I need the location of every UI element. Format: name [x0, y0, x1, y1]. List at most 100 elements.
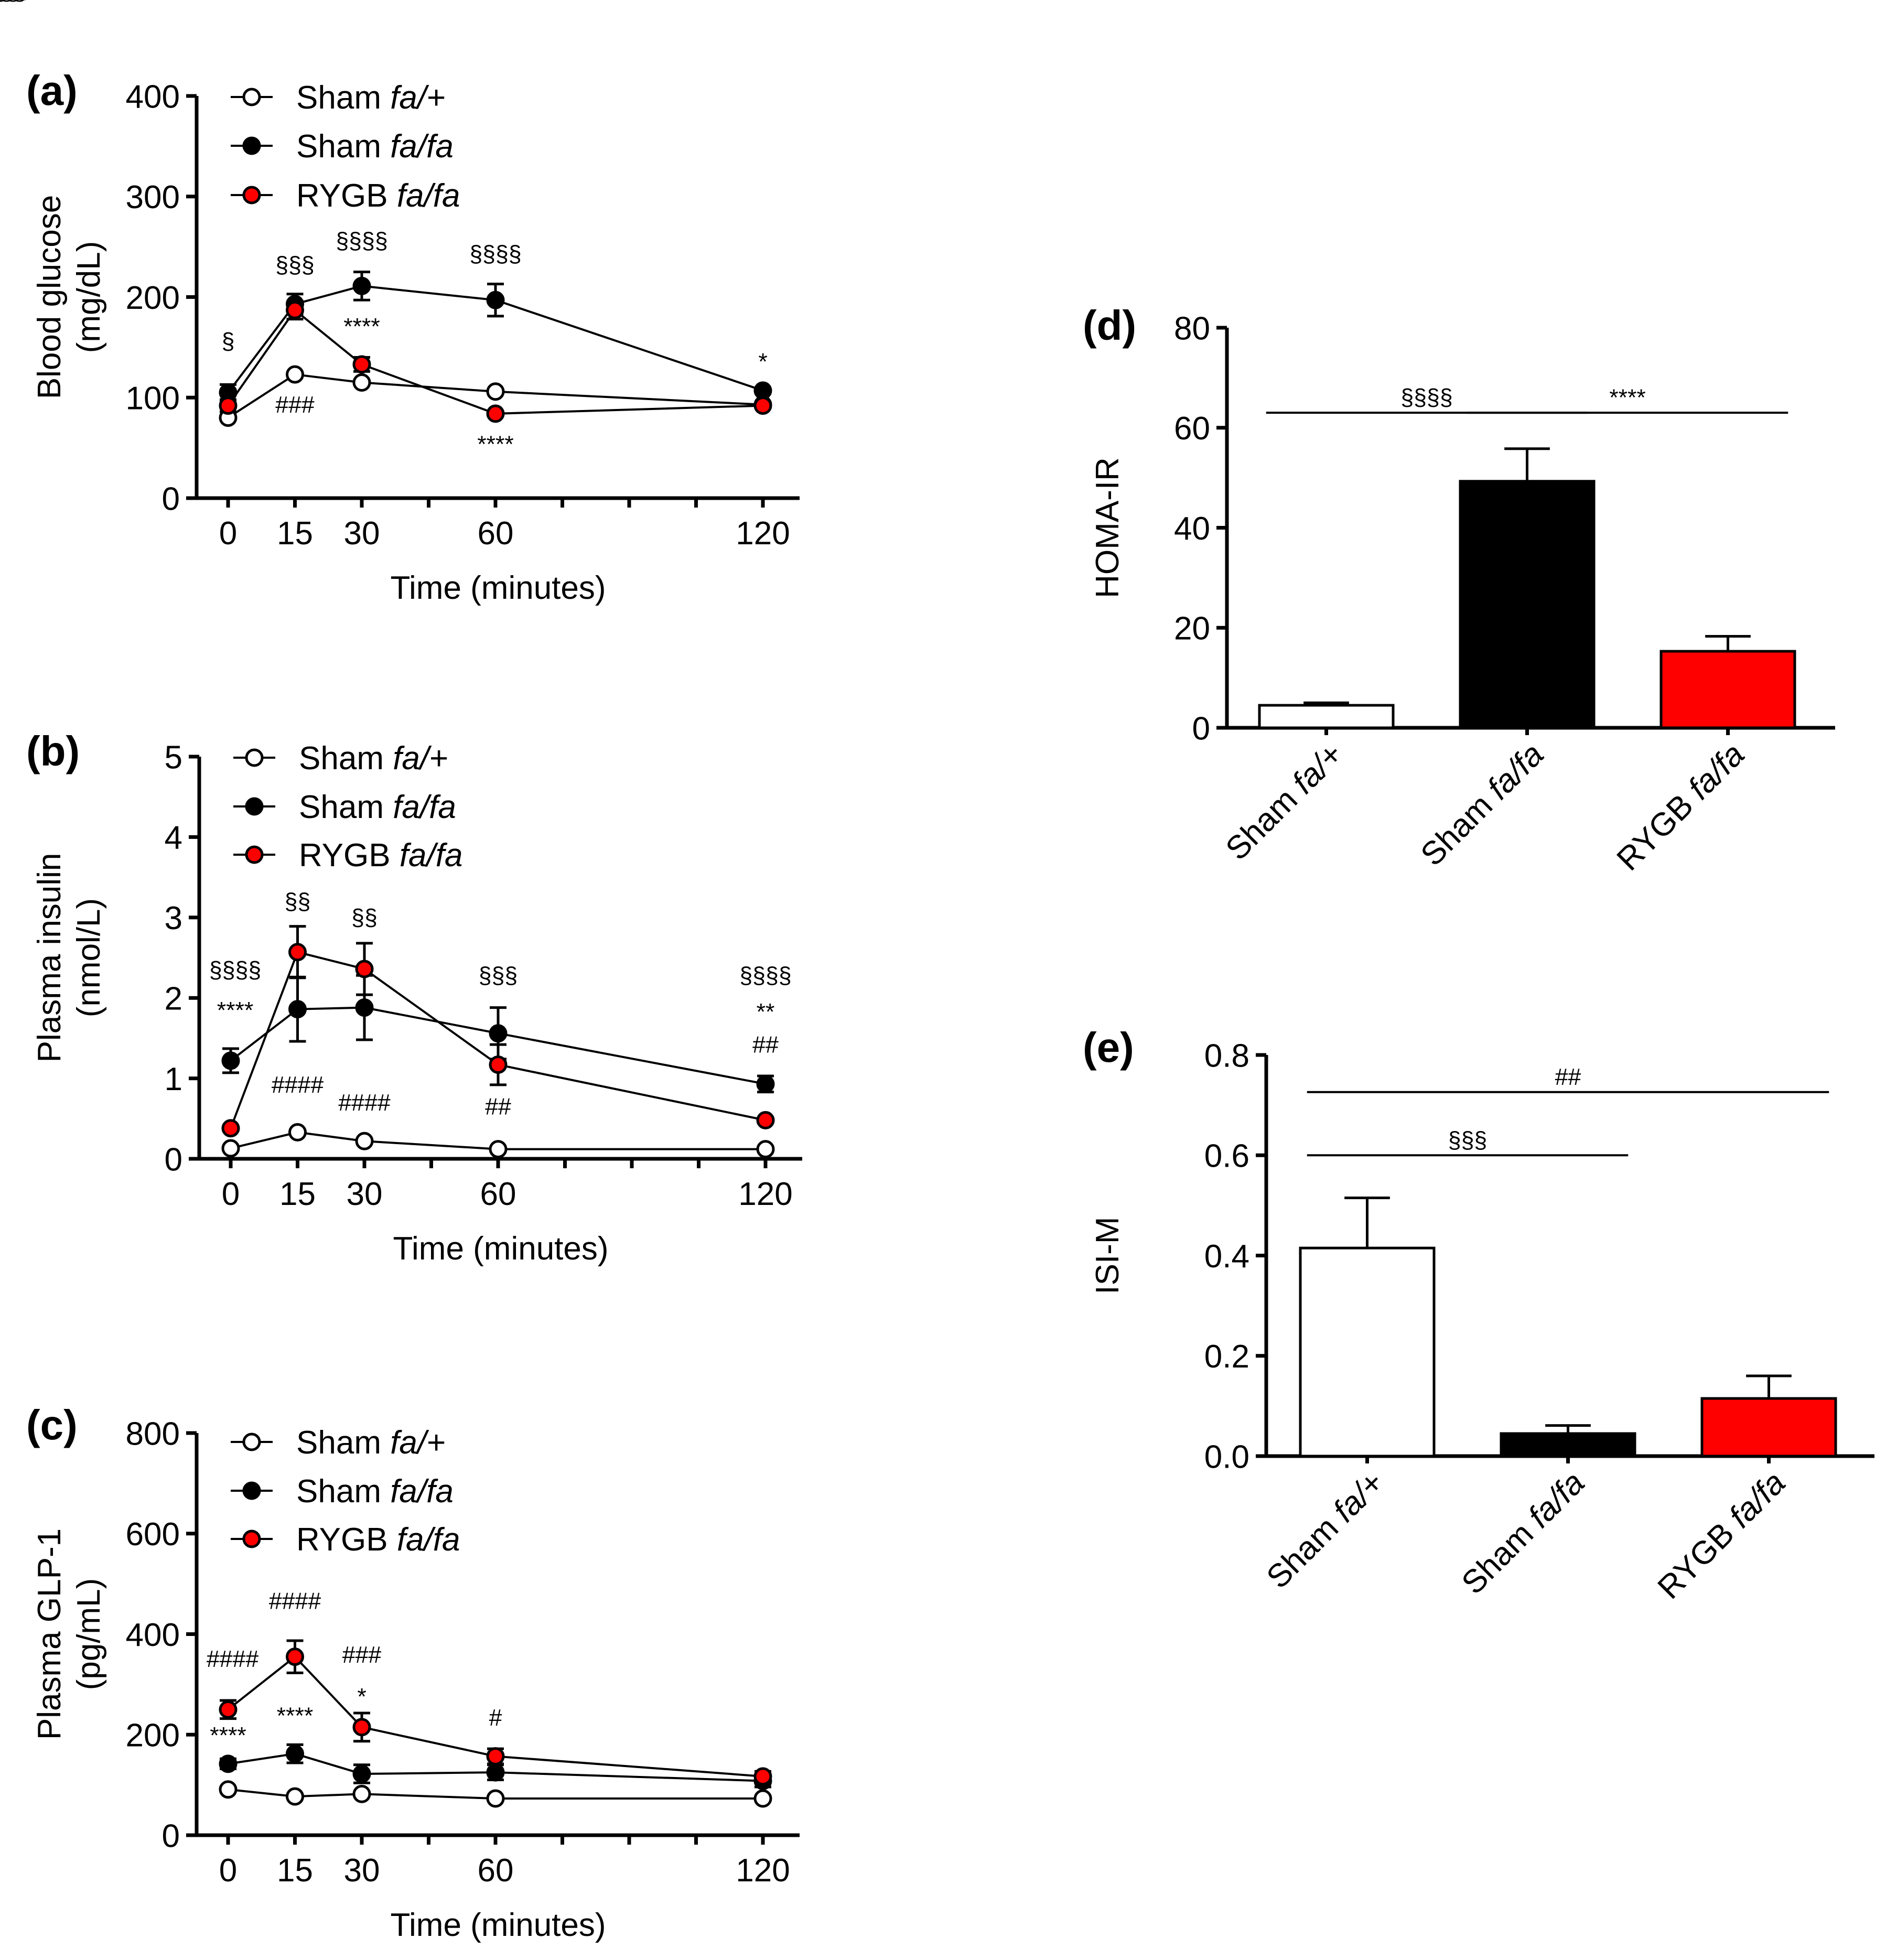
legend-label-1: Sham fa/fa	[296, 128, 454, 165]
series-marker-0	[219, 1780, 238, 1799]
x-axis-title: Time (minutes)	[390, 570, 606, 606]
x-tick-label: 120	[736, 515, 790, 552]
significance-annotation: ###	[342, 1642, 382, 1668]
series-marker-2	[219, 396, 238, 415]
legend-label-2: RYGB fa/fa	[296, 178, 460, 214]
legend-marker	[242, 1530, 261, 1548]
panel-d-bracket-0-label: §§§§	[1400, 385, 1452, 411]
series-marker-0	[489, 1140, 508, 1159]
panel-c-ytick-label: 600	[126, 1516, 180, 1553]
significance-annotation: **	[757, 999, 775, 1025]
significance-annotation: ****	[343, 314, 380, 339]
legend-marker	[245, 845, 264, 864]
y-axis-title: Plasma insulin	[31, 853, 68, 1063]
significance-annotation: ####	[272, 1072, 324, 1098]
legend-label-0: Sham fa/+	[296, 1425, 445, 1461]
series-marker-1	[486, 290, 505, 309]
series-marker-1	[355, 998, 374, 1017]
panel-a-ytick-label: 300	[126, 179, 180, 216]
x-tick-label: 30	[344, 515, 380, 552]
x-tick-label: 120	[738, 1176, 792, 1212]
x-tick-label: 0	[219, 1853, 237, 1889]
panel-e-ytick-label: 0.8	[1204, 1038, 1249, 1074]
panel-c-ytick-label: 400	[126, 1617, 180, 1653]
panel-label: (c)	[26, 1402, 78, 1448]
x-tick-label: 0	[219, 515, 237, 552]
panel-a-ytick-label: 400	[126, 79, 180, 115]
legend-marker	[242, 186, 261, 204]
series-marker-2	[288, 943, 307, 962]
y-axis-title: ISI-M	[1090, 1216, 1126, 1294]
legend-label-1: Sham fa/fa	[299, 789, 456, 825]
x-tick-label: 60	[478, 1853, 514, 1889]
series-marker-1	[219, 1754, 238, 1773]
panel-e-bar-2	[1700, 1397, 1837, 1458]
panel-e-ytick-label: 0.2	[1204, 1339, 1249, 1375]
significance-annotation: #	[489, 1705, 502, 1731]
panel-c-ytick-label: 800	[126, 1416, 180, 1452]
legend-label-2: RYGB fa/fa	[296, 1522, 460, 1558]
series-marker-2	[355, 960, 374, 978]
significance-annotation: §§§	[479, 963, 518, 989]
legend-label-0: Sham fa/+	[299, 740, 448, 777]
panel-b-ytick-label: 1	[165, 1061, 182, 1097]
significance-annotation: ##	[752, 1032, 779, 1058]
inset-bracket-0-label: ####	[0, 0, 26, 5]
legend-label-1: Sham fa/fa	[296, 1473, 454, 1510]
y-axis-unit: (nmol/L)	[71, 898, 107, 1017]
x-tick-label: 30	[347, 1176, 383, 1212]
y-axis-title: Blood glucose	[31, 195, 68, 400]
series-marker-1	[489, 1024, 508, 1043]
significance-annotation: ****	[477, 432, 513, 457]
inset-y-axis-title: AUC	[0, 0, 34, 7]
x-tick-label: 15	[279, 1176, 316, 1212]
panel-e-bracket-0-label: ##	[1555, 1064, 1581, 1090]
inset-bracket-0-label: ####	[0, 0, 26, 5]
panel-d-ytick-label: 20	[1174, 611, 1210, 647]
panel-e-bar-0	[1299, 1246, 1436, 1458]
series-marker-0	[286, 365, 304, 384]
series-marker-2	[219, 1700, 238, 1719]
x-tick-label: 120	[736, 1853, 790, 1889]
x-tick-label: 15	[277, 1853, 313, 1889]
significance-annotation: §	[222, 329, 235, 354]
category-label-0: Sham fa/+	[1260, 1464, 1391, 1596]
legend-marker	[242, 1433, 261, 1451]
series-marker-0	[753, 1789, 772, 1808]
legend-label-0: Sham fa/+	[296, 80, 445, 116]
legend-marker	[242, 1481, 261, 1500]
panel-d-ytick-label: 40	[1174, 511, 1210, 547]
significance-annotation: §§§§	[739, 963, 791, 989]
panel-b-ytick-label: 5	[165, 739, 182, 776]
significance-annotation: ####	[269, 1589, 321, 1614]
series-marker-2	[286, 1647, 304, 1666]
series-marker-1	[352, 276, 371, 295]
inset-bracket-1-label: §§§	[0, 0, 19, 5]
legend-marker	[245, 797, 264, 816]
series-marker-2	[352, 1718, 371, 1737]
series-marker-0	[756, 1140, 775, 1159]
panel-b: (b) 0 1 2 3 4 5 0 15 30 60 120 Time (minutes) Plasma …	[0, 0, 802, 1267]
panel-b-ytick-label: 0	[165, 1141, 182, 1178]
panel-b-ytick-label: 3	[165, 900, 182, 936]
legend-label-2: RYGB fa/fa	[299, 837, 462, 874]
significance-annotation: ###	[275, 392, 315, 418]
panel-e-bracket-1-label: §§§	[1448, 1127, 1487, 1153]
inset-y-axis-title: AUC	[0, 0, 34, 7]
panel-d-ytick-label: 80	[1174, 310, 1210, 347]
inset-bracket-0-label: §§§§	[0, 0, 26, 5]
panel-e-ytick-label: 0.4	[1204, 1239, 1249, 1275]
category-label-2: RYGB fa/fa	[1610, 736, 1752, 878]
significance-annotation: ****	[277, 1703, 313, 1729]
series-marker-1	[288, 1000, 307, 1019]
panel-b-ytick-label: 2	[165, 981, 182, 1017]
y-axis-unit: (mg/dL)	[71, 241, 107, 353]
series-marker-0	[286, 1787, 304, 1806]
inset-bracket-1-label: ****	[0, 0, 18, 5]
inset-auc-chart: 0100020003000AUC####**	[0, 0, 34, 7]
series-marker-2	[286, 300, 304, 319]
legend-marker	[242, 88, 261, 106]
series-marker-2	[352, 355, 371, 374]
